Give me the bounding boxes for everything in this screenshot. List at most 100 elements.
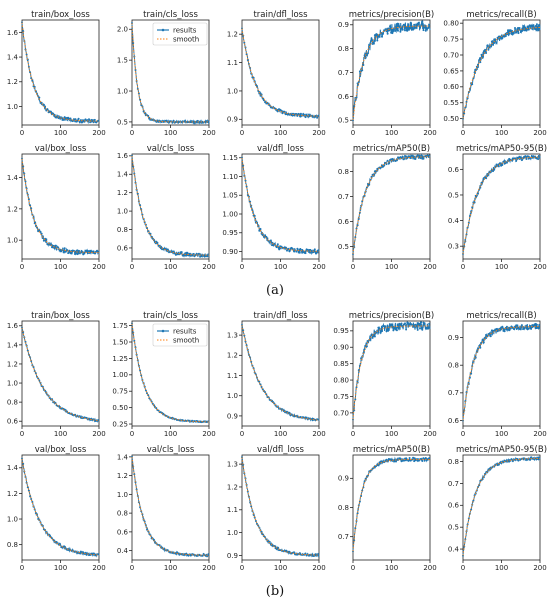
y-tick-label: 1.2: [227, 483, 238, 491]
data-point: [82, 551, 85, 554]
data-point: [527, 155, 530, 158]
x-tick-label: 0: [240, 564, 244, 572]
series-results-markers: [21, 157, 100, 256]
x-tick-label: 200: [92, 263, 105, 271]
data-point: [502, 160, 505, 163]
y-tick-label: 0.7: [448, 389, 459, 397]
plot-frame: [352, 153, 431, 260]
data-point: [511, 460, 514, 462]
y-tick-label: 0.8: [7, 399, 18, 407]
data-point: [385, 30, 388, 33]
data-point: [487, 48, 490, 51]
y-tick-label: 0.8: [338, 45, 349, 53]
series-results-markers: [131, 455, 210, 558]
data-point: [29, 495, 32, 498]
data-point: [85, 553, 88, 556]
data-point: [402, 459, 405, 462]
y-tick-label: 0.6: [7, 418, 19, 426]
y-tick-label: 1.3: [227, 461, 238, 469]
data-point: [22, 462, 25, 465]
series-results-line: [352, 321, 431, 420]
y-tick-label: 1.0: [7, 379, 18, 387]
x-tick-label: 100: [385, 129, 398, 137]
data-point: [284, 246, 287, 249]
data-point: [413, 23, 416, 26]
data-point: [520, 30, 523, 33]
data-point: [317, 114, 320, 117]
data-point: [424, 29, 427, 32]
series-smooth-line: [352, 156, 430, 255]
x-tick-label: 0: [351, 129, 355, 137]
y-tick-label: 1.10: [222, 173, 238, 181]
y-tick-label: 0.9: [227, 552, 238, 560]
data-point: [428, 457, 431, 460]
y-tick-label: 1.05: [222, 192, 238, 200]
data-point: [397, 29, 399, 32]
y-tick-label: 0.4: [448, 217, 460, 225]
plot-frame: [462, 454, 541, 561]
data-point: [254, 520, 257, 522]
x-tick-label: 100: [495, 564, 508, 572]
data-point: [304, 552, 307, 555]
y-tick-label: 1.2: [117, 472, 128, 480]
legend-results-label: results: [173, 328, 197, 336]
data-point: [139, 369, 142, 372]
data-point: [509, 29, 512, 32]
subplot-16: val/box_loss 0 100 200 0.8 1.0 1.2 1.4: [7, 445, 106, 572]
data-point: [538, 324, 541, 326]
data-point: [412, 456, 415, 459]
y-tick-label: 1.2: [7, 360, 18, 368]
subplot-title: train/box_loss: [31, 10, 90, 20]
series-results-markers: [131, 154, 210, 258]
data-point: [382, 32, 384, 35]
data-point: [532, 24, 535, 27]
y-tick-label: 0.9: [338, 21, 349, 29]
data-point: [195, 252, 198, 255]
data-point: [379, 331, 382, 334]
data-point: [392, 29, 395, 32]
y-tick-label: 2.0: [117, 26, 128, 34]
x-tick-label: 100: [54, 129, 67, 137]
data-point: [494, 165, 497, 168]
series-smooth-line: [21, 158, 99, 254]
data-point: [172, 250, 175, 253]
series-results-markers: [241, 456, 320, 557]
data-point: [314, 553, 317, 556]
data-point: [133, 473, 136, 476]
data-point: [464, 106, 467, 109]
x-tick-label: 200: [533, 263, 546, 271]
data-point: [508, 329, 511, 332]
x-tick-label: 100: [164, 430, 177, 438]
data-point: [405, 328, 408, 331]
data-point: [260, 386, 263, 388]
data-point: [420, 457, 423, 460]
data-point: [54, 244, 57, 247]
data-point: [503, 330, 506, 333]
y-tick-label: 1.2: [227, 352, 238, 360]
series-results-markers: [462, 155, 541, 255]
y-tick-label: 0.9: [448, 334, 459, 342]
x-tick-label: 0: [240, 129, 244, 137]
data-point: [62, 251, 65, 254]
data-point: [38, 96, 41, 99]
data-point: [78, 121, 81, 124]
y-tick-label: 0.90: [222, 248, 238, 256]
data-point: [488, 46, 491, 49]
y-tick-label: 0.8: [448, 362, 459, 370]
series-results-line: [241, 457, 320, 558]
data-point: [74, 253, 77, 256]
subplot-title: val/dfl_loss: [257, 144, 304, 154]
y-tick-label: 0.8: [448, 458, 459, 466]
x-tick-label: 100: [385, 430, 398, 438]
data-point: [417, 459, 420, 462]
data-point: [428, 23, 431, 26]
x-tick-label: 100: [164, 564, 177, 572]
plot-frame: [21, 320, 100, 427]
data-point: [368, 183, 371, 186]
y-tick-label: 1.2: [7, 490, 18, 498]
x-tick-label: 0: [20, 564, 24, 572]
data-point: [485, 177, 488, 180]
y-tick-label: 0.9: [227, 412, 238, 420]
data-point: [503, 35, 506, 38]
